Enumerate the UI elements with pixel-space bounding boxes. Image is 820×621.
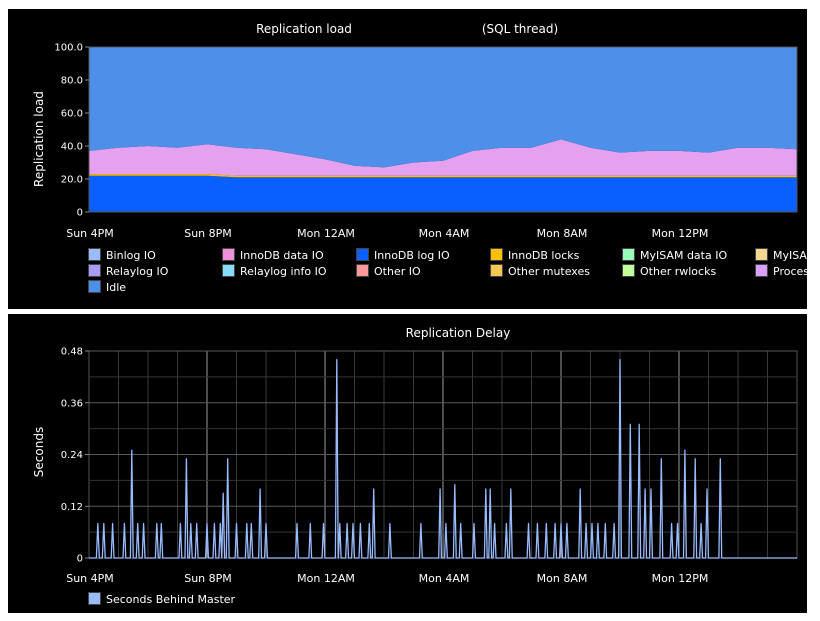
x-tick-label: Mon 8AM — [537, 572, 588, 585]
x-tick-label: Mon 4AM — [419, 572, 470, 585]
y-tick-label: 20.0 — [61, 175, 83, 186]
y-tick-label: 100.0 — [54, 43, 83, 54]
x-tick-label: Sun 8PM — [184, 572, 232, 585]
y-tick-label: 60.0 — [61, 109, 83, 120]
replication-load-chart: Replication load (SQL thread) Replicatio… — [32, 22, 798, 240]
x-tick-label: Sun 4PM — [66, 227, 114, 240]
replication-load-panel: Replication load (SQL thread) Replicatio… — [8, 9, 809, 309]
x-tick-label: Mon 12AM — [297, 227, 355, 240]
y-tick-label: 0 — [77, 554, 83, 565]
x-tick-label: Mon 4AM — [419, 227, 470, 240]
area-series-2 — [89, 139, 797, 176]
replication-delay-panel: Replication Delay Seconds 0.48 0.36 0.24 0.… — [8, 314, 807, 613]
x-tick-label: Mon 12PM — [652, 572, 709, 585]
plot-frame — [88, 46, 798, 213]
x-tick-label: Mon 12PM — [652, 227, 709, 240]
y-axis-label: Replication load — [32, 91, 46, 187]
y-tick-label: 40.0 — [61, 142, 83, 153]
area-series-0 — [89, 175, 797, 212]
chart-title: Replication Delay — [406, 326, 511, 340]
y-axis-label: Seconds — [32, 427, 46, 477]
y-tick-label: 0.12 — [61, 502, 83, 513]
x-tick-label: Mon 12AM — [297, 572, 355, 585]
y-tick-label: 0 — [77, 208, 83, 219]
y-tick-label: 0.48 — [61, 347, 83, 358]
y-tick-label: 80.0 — [61, 76, 83, 87]
area-series-1 — [89, 174, 797, 178]
area-series-3 — [89, 47, 797, 168]
seconds-behind-master-line — [89, 358, 797, 559]
x-tick-label: Sun 8PM — [184, 227, 232, 240]
x-tick-label: Mon 8AM — [537, 227, 588, 240]
x-tick-label: Sun 4PM — [66, 572, 114, 585]
chart-title: Replication load — [256, 22, 352, 36]
replication-delay-chart: Replication Delay Seconds 0.48 0.36 0.24 0.… — [32, 326, 798, 585]
y-tick-label: 0.36 — [61, 398, 83, 409]
y-tick-label: 0.24 — [61, 450, 83, 461]
chart-subtitle: (SQL thread) — [482, 22, 558, 36]
